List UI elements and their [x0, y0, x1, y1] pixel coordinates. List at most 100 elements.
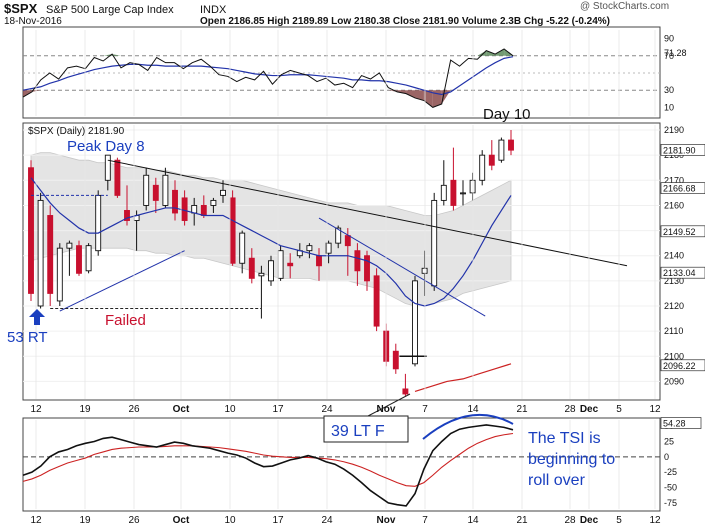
annotation-lt: 39 LT F — [331, 423, 385, 440]
tsi-tick-label: -75 — [664, 498, 677, 508]
candle-body — [28, 167, 34, 294]
candle-body — [143, 174, 150, 206]
price-plot — [23, 30, 660, 509]
x-tick-label: 19 — [79, 404, 91, 415]
annotation-day-10: Day 10 — [483, 106, 531, 123]
x-tick-label-bottom: Oct — [173, 515, 190, 526]
downtrend-line — [318, 217, 486, 317]
x-tick-label: 7 — [422, 404, 428, 415]
price-tag-label: 2096.22 — [663, 361, 696, 371]
rsi-oversold-fill — [423, 90, 433, 108]
tsi-tag-box — [660, 417, 702, 429]
rsi-oversold-fill — [415, 90, 424, 101]
x-tick-label-bottom: 5 — [616, 515, 622, 526]
candle-body — [124, 210, 130, 221]
price-tag-label: 2149.52 — [663, 227, 696, 237]
rsi-tag: 71.28 — [664, 48, 687, 58]
candle-body — [277, 250, 284, 279]
chart-date: 18-Nov-2016 — [4, 16, 62, 27]
candle-body — [104, 154, 111, 181]
tsi-tick-label: -50 — [664, 483, 677, 493]
price-tick-label: 2130 — [664, 276, 684, 286]
annotation-lt-box — [323, 415, 409, 443]
candle-body — [412, 280, 418, 365]
candle-body — [450, 179, 457, 206]
candle-body — [152, 184, 159, 201]
candle — [162, 167, 169, 208]
candle-body — [200, 204, 207, 216]
price-tag-box — [660, 182, 705, 194]
candle — [248, 248, 255, 284]
x-tick-label-bottom: 28 — [564, 515, 576, 526]
candle-body — [210, 199, 217, 206]
candle — [239, 230, 246, 274]
candle-body — [239, 232, 246, 264]
annotation-tsi-line3: roll over — [528, 472, 586, 489]
price-legend: $SPX (Daily) 2181.90 — [28, 126, 125, 137]
candle — [258, 265, 265, 319]
annotation-tsi-line1: The TSI is — [528, 430, 601, 447]
candle-body — [440, 184, 447, 201]
candle — [460, 180, 466, 206]
candle-body — [306, 245, 313, 252]
tsi-tick-label: 0 — [664, 452, 669, 462]
candle-body — [316, 255, 322, 267]
candle-body — [172, 189, 178, 214]
chart-index-name: S&P 500 Large Cap Index — [46, 4, 174, 16]
callout-pointer — [367, 393, 411, 417]
tsi-line — [22, 424, 514, 507]
candle-body — [479, 154, 486, 181]
candle — [37, 192, 44, 309]
tsi-plot — [22, 413, 660, 507]
annotation-peak-day: Peak Day 8 — [67, 138, 145, 155]
candle-body — [114, 159, 121, 196]
candle — [450, 147, 457, 211]
x-tick-label-bottom: 21 — [516, 515, 528, 526]
price-tag-label: 2133.04 — [663, 268, 696, 278]
rsi-tick-label: 30 — [664, 85, 674, 95]
price-tick-label: 2170 — [664, 175, 684, 185]
x-tick-label-bottom: 24 — [321, 515, 333, 526]
support-trendline — [59, 250, 185, 312]
candle-body — [325, 242, 332, 254]
price-tag-label: 2166.68 — [663, 184, 696, 194]
candle-body — [229, 197, 236, 264]
price-tag-box — [660, 266, 705, 279]
tsi-signal-line — [22, 432, 514, 487]
candle — [508, 130, 514, 156]
price-tag-box — [660, 144, 705, 156]
candle — [287, 253, 294, 279]
x-tick-label-bottom: 12 — [30, 515, 42, 526]
price-tick-label: 2140 — [664, 251, 684, 261]
annotation-tsi-line2: beginning to — [528, 451, 615, 468]
candle-body — [335, 227, 342, 244]
candle-body — [220, 189, 226, 196]
x-tick-label: Oct — [173, 404, 190, 415]
price-tick-label: 2100 — [664, 351, 684, 361]
x-tick-label: 5 — [616, 404, 622, 415]
candle — [479, 150, 486, 186]
x-tick-label: 24 — [321, 404, 333, 415]
moving-average-line — [30, 177, 512, 307]
annotation-rt: 53 RT — [7, 329, 48, 346]
candle-body — [258, 272, 265, 277]
candle-body — [85, 245, 92, 272]
candle — [95, 190, 102, 256]
candle — [440, 160, 447, 206]
candle-body — [287, 262, 294, 267]
candle-body — [181, 197, 188, 221]
candle-body — [344, 235, 351, 247]
x-tick-label-bottom: 12 — [649, 515, 661, 526]
x-tick-label-bottom: 17 — [272, 515, 284, 526]
candle-body — [431, 199, 438, 287]
x-tick-label: 10 — [224, 404, 236, 415]
candle — [114, 157, 121, 198]
rsi-oversold-fill — [406, 90, 415, 98]
resistance-trendline — [107, 159, 628, 267]
candle — [412, 275, 418, 367]
candle — [210, 197, 217, 213]
candle-body — [66, 242, 73, 249]
candle — [364, 250, 370, 291]
candle — [66, 240, 73, 276]
candle-body — [373, 275, 380, 327]
